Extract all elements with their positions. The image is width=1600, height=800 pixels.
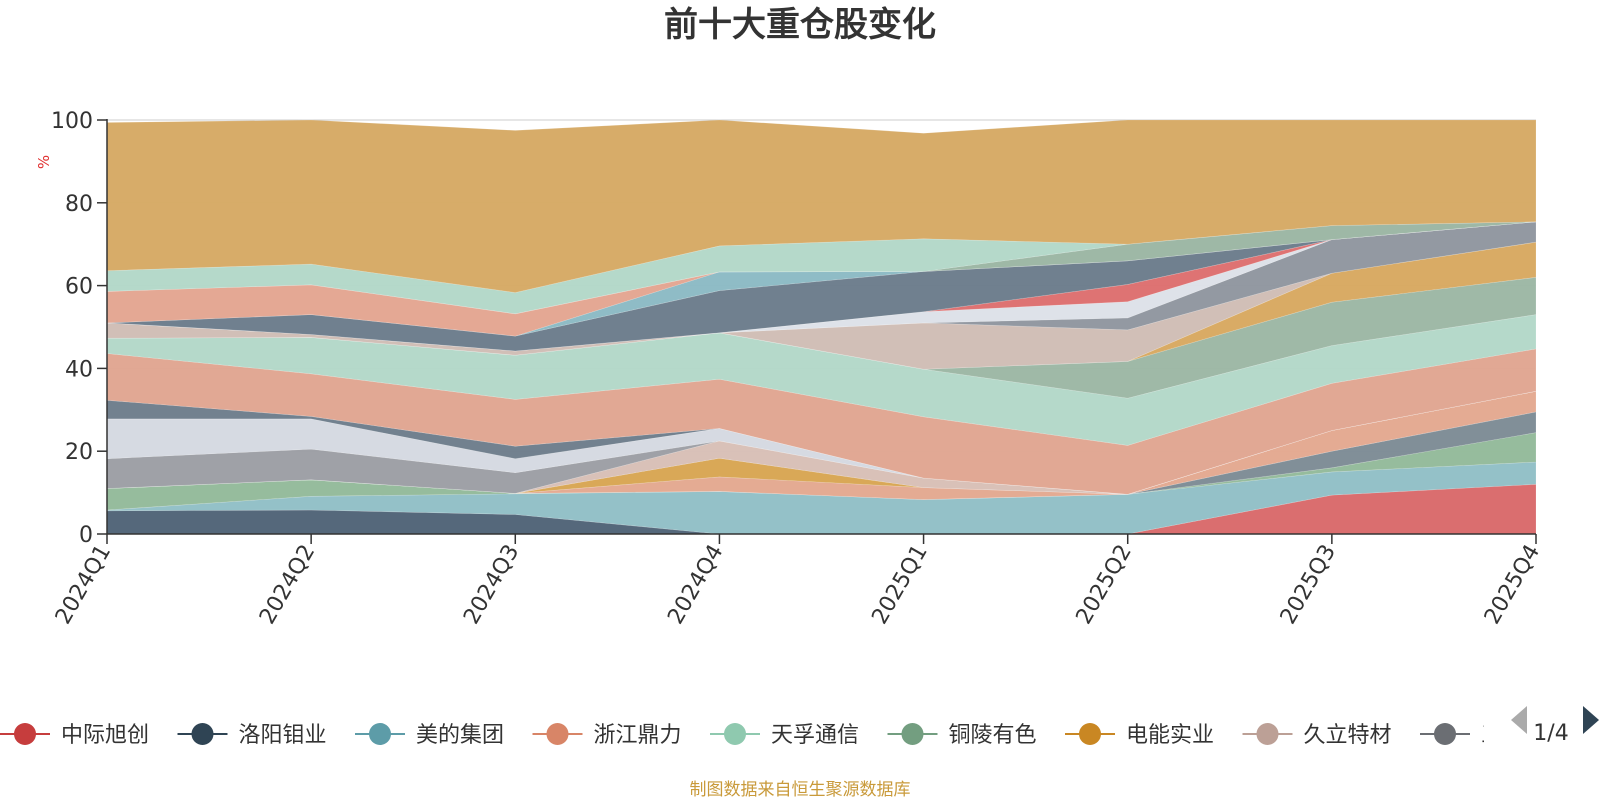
legend-item[interactable]: 中际旭创 [0, 723, 149, 748]
x-tick-label: 2025Q1 [867, 541, 932, 629]
legend-label: 洛阳钼业 [239, 723, 327, 748]
x-tick-label: 2024Q1 [51, 541, 116, 629]
legend-marker-icon [724, 723, 746, 745]
legend[interactable]: 中际旭创 洛阳钼业 美的集团 浙江鼎力 天孚通信 铜陵有色 电能实业 久立特材 三 [0, 723, 1503, 748]
x-tick-label: 2025Q4 [1480, 541, 1545, 629]
legend-next-icon[interactable] [1583, 706, 1599, 734]
legend-item[interactable]: 三 [1420, 723, 1503, 748]
legend-marker-icon [1079, 723, 1101, 745]
area-band-25 [106, 119, 1537, 293]
x-tick-label: 2025Q2 [1072, 541, 1137, 629]
area-band-3 [106, 461, 1537, 535]
legend-page-indicator: 1/4 [1533, 721, 1568, 746]
legend-label: 电能实业 [1126, 723, 1214, 748]
y-tick-label: 40 [65, 357, 93, 382]
legend-marker-icon [901, 723, 924, 745]
legend-item[interactable]: 铜陵有色 [887, 723, 1037, 748]
legend-pager[interactable]: 1/4 [1511, 706, 1599, 746]
x-tick-label: 2024Q2 [255, 541, 320, 629]
legend-label: 中际旭创 [61, 723, 149, 748]
chart-title: 前十大重仓股变化 [664, 5, 936, 45]
legend-marker-icon [1256, 723, 1279, 745]
legend-marker-icon [1434, 723, 1456, 745]
y-axis-label: % [35, 155, 53, 169]
legend-label: 美的集团 [416, 723, 504, 748]
legend-label: 久立特材 [1304, 723, 1392, 748]
legend-marker-icon [191, 723, 214, 745]
y-tick-label: 60 [65, 275, 93, 300]
legend-item[interactable]: 久立特材 [1242, 723, 1392, 748]
legend-item[interactable]: 浙江鼎力 [532, 723, 682, 748]
legend-marker-icon [369, 723, 391, 745]
legend-label: 天孚通信 [771, 723, 859, 748]
area-bands [106, 119, 1537, 535]
legend-item[interactable]: 洛阳钼业 [177, 723, 327, 748]
y-tick-label: 20 [65, 440, 93, 465]
legend-prev-icon[interactable] [1511, 706, 1527, 734]
legend-label: 浙江鼎力 [594, 723, 682, 748]
source-note: 制图数据来自恒生聚源数据库 [690, 780, 911, 800]
legend-marker-icon [546, 723, 569, 745]
legend-item[interactable]: 天孚通信 [710, 723, 859, 748]
y-tick-label: 0 [79, 523, 93, 548]
legend-marker-icon [14, 723, 36, 745]
x-tick-label: 2025Q3 [1276, 541, 1341, 629]
y-tick-label: 100 [51, 109, 93, 134]
area-band-4 [106, 432, 1537, 511]
x-tick-label: 2024Q3 [459, 541, 524, 629]
y-tick-label: 80 [65, 192, 93, 217]
legend-item[interactable]: 电能实业 [1065, 723, 1214, 748]
legend-label: 三 [1481, 723, 1503, 748]
x-tick-label: 2024Q4 [663, 541, 728, 629]
legend-label: 铜陵有色 [949, 723, 1037, 748]
legend-item[interactable]: 美的集团 [355, 723, 504, 748]
